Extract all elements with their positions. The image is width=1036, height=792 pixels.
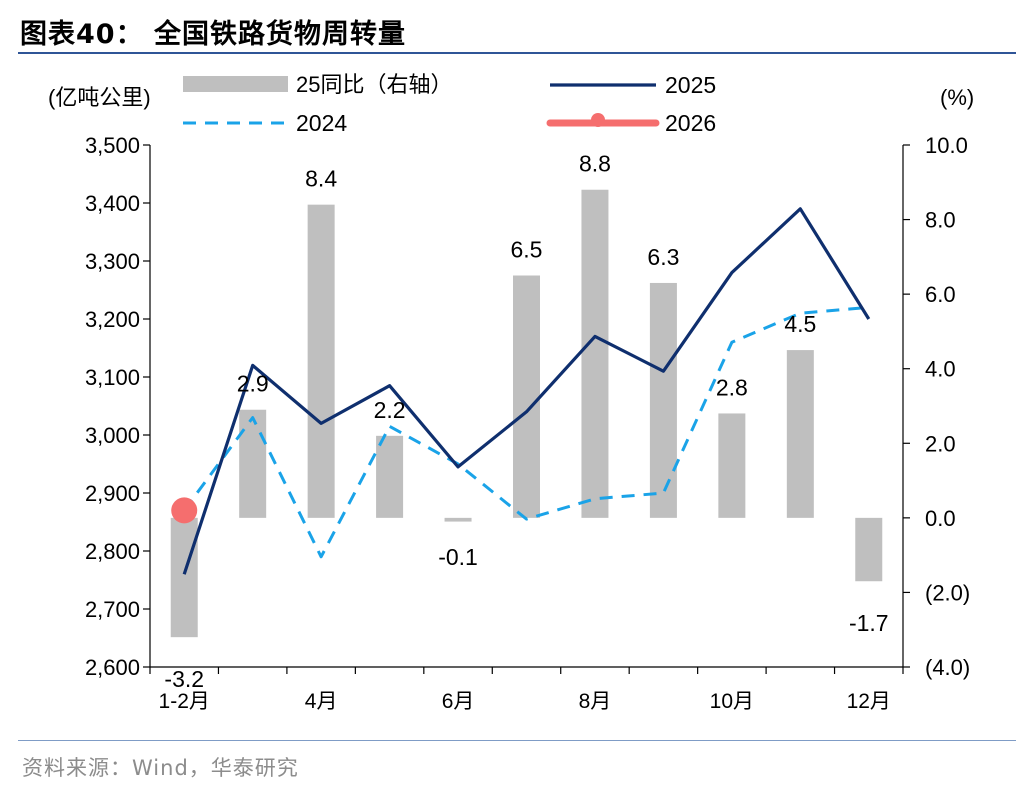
left-tick-label-5: 3,100 — [85, 365, 140, 390]
bar-label-8: 2.8 — [716, 374, 748, 400]
bar-yoy-3 — [376, 435, 404, 518]
bar-label-0: -3.2 — [164, 666, 204, 692]
left-tick-label-7: 3,300 — [85, 249, 140, 274]
right-tick-label-7: 10.0 — [925, 133, 968, 158]
left-tick-label-0: 2,600 — [85, 655, 140, 680]
x-tick-label-3: 8月 — [579, 690, 612, 713]
right-tick-label-1: (2.0) — [925, 580, 970, 605]
x-tick-label-1: 4月 — [305, 690, 338, 713]
legend: 25同比（右轴） 2025 2024 2026 — [183, 72, 716, 136]
bar-label-5: 6.5 — [511, 237, 543, 263]
point-2026-0 — [171, 497, 198, 524]
bars-layer — [170, 189, 883, 638]
left-tick-label-3: 2,900 — [85, 481, 140, 506]
chart-title: 图表40： 全国铁路货物周转量 — [20, 19, 406, 50]
legend-label-2024: 2024 — [296, 110, 347, 136]
labels-layer: -3.2 2.9 8.4 2.2 -0.1 6.5 8.8 6.3 2.8 4.5 -1.7 — [164, 151, 888, 692]
legend-marker-2026 — [591, 113, 605, 127]
line-2024 — [182, 305, 869, 559]
bar-label-7: 6.3 — [647, 244, 679, 270]
right-tick-label-4: 4.0 — [925, 357, 956, 382]
bar-yoy-0 — [170, 517, 198, 638]
bar-yoy-9 — [786, 350, 814, 518]
legend-swatch-yoy — [183, 76, 288, 92]
left-tick-label-6: 3,200 — [85, 307, 140, 332]
lines-layer — [171, 207, 871, 575]
left-axis-unit: (亿吨公里) — [48, 85, 151, 110]
bar-yoy-6 — [581, 189, 609, 518]
x-tick-label-0: 1-2月 — [159, 690, 210, 713]
bar-label-2: 8.4 — [305, 166, 337, 192]
bar-label-10: -1.7 — [849, 610, 889, 636]
bar-label-9: 4.5 — [784, 311, 816, 337]
title-divider — [18, 52, 1016, 54]
x-tick-label-4: 10月 — [710, 690, 754, 713]
x-tick-label-5: 12月 — [847, 690, 891, 713]
legend-label-yoy: 25同比（右轴） — [296, 72, 452, 97]
right-axis-unit: (%) — [940, 85, 974, 110]
bar-label-4: -0.1 — [438, 544, 478, 570]
left-tick-label-2: 2,800 — [85, 539, 140, 564]
left-tick-label-1: 2,700 — [85, 597, 140, 622]
bar-yoy-1 — [239, 409, 267, 518]
bar-label-1: 2.9 — [237, 371, 269, 397]
right-tick-label-3: 2.0 — [925, 431, 956, 456]
legend-label-2025: 2025 — [665, 72, 716, 98]
legend-label-2026: 2026 — [665, 110, 716, 136]
bar-label-6: 8.8 — [579, 151, 611, 177]
line-2025 — [182, 207, 871, 575]
source-note: 资料来源：Wind，华泰研究 — [22, 756, 299, 780]
right-tick-label-5: 6.0 — [925, 282, 956, 307]
bar-label-3: 2.2 — [374, 397, 406, 423]
right-tick-label-2: 0.0 — [925, 506, 956, 531]
left-tick-label-4: 3,000 — [85, 423, 140, 448]
bar-yoy-7 — [649, 282, 677, 518]
bar-yoy-5 — [513, 275, 540, 518]
left-tick-label-8: 3,400 — [85, 191, 140, 216]
right-tick-label-6: 8.0 — [925, 208, 956, 233]
footer-divider — [18, 740, 1016, 741]
bar-yoy-10 — [855, 517, 883, 582]
right-tick-label-0: (4.0) — [925, 655, 970, 680]
left-tick-label-9: 3,500 — [85, 133, 140, 158]
bar-yoy-2 — [307, 204, 335, 518]
axes-layer: 2,600 2,700 2,800 2,900 3,000 3,100 3,200 3,300… — [48, 85, 974, 713]
x-tick-label-2: 6月 — [442, 690, 475, 713]
bar-yoy-4 — [444, 517, 472, 522]
bar-yoy-8 — [718, 413, 746, 518]
